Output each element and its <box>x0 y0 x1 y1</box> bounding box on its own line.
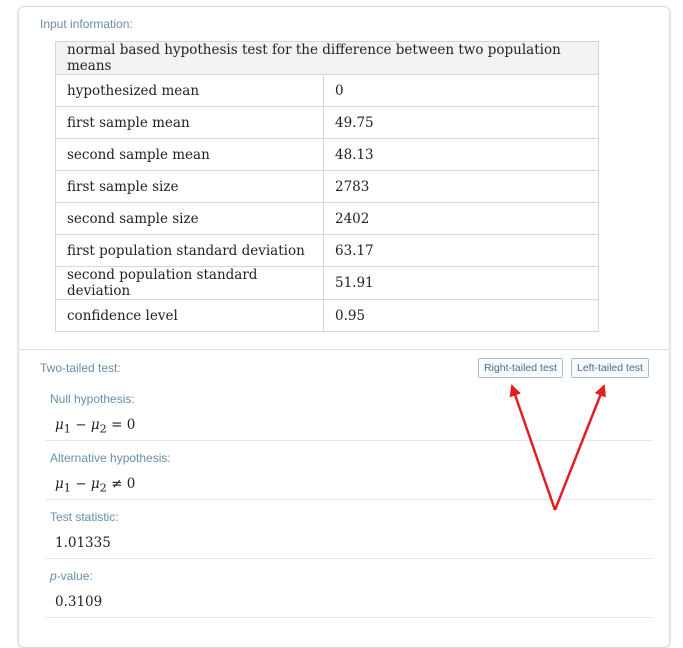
table-row: first population standard deviation 63.1… <box>55 234 599 267</box>
test-statistic-title: Test statistic: <box>50 510 119 524</box>
subscript-2: 2 <box>99 422 107 436</box>
row-value: 48.13 <box>323 138 599 171</box>
subscript-2: 2 <box>99 481 107 495</box>
alternative-relation: ≠ 0 <box>111 476 136 492</box>
separator <box>45 558 653 559</box>
separator <box>45 440 653 441</box>
test-statistic-value: 1.01335 <box>55 535 111 551</box>
row-label: confidence level <box>55 299 324 332</box>
mu-symbol: μ <box>55 476 64 492</box>
alternative-hypothesis-title: Alternative hypothesis: <box>50 451 171 465</box>
subscript-1: 1 <box>63 481 71 495</box>
input-table-header-row: normal based hypothesis test for the dif… <box>55 41 599 75</box>
table-row: hypothesized mean 0 <box>55 74 599 107</box>
row-value: 2402 <box>323 202 599 235</box>
right-tailed-test-button[interactable]: Right-tailed test <box>478 358 563 378</box>
row-label: first sample size <box>55 170 324 203</box>
mu-symbol: μ <box>55 417 64 433</box>
table-row: first sample mean 49.75 <box>55 106 599 139</box>
table-row: second sample mean 48.13 <box>55 138 599 171</box>
row-value: 0.95 <box>323 299 599 332</box>
minus-sign: − <box>75 476 87 492</box>
input-table: normal based hypothesis test for the dif… <box>55 41 599 332</box>
null-hypothesis-title: Null hypothesis: <box>50 392 135 406</box>
row-label: second population standard deviation <box>55 266 324 300</box>
separator <box>45 499 653 500</box>
mu-symbol: μ <box>90 476 100 492</box>
row-value: 2783 <box>323 170 599 203</box>
null-hypothesis-formula: μ1 − μ2 = 0 <box>55 417 135 436</box>
input-information-title: Input information: <box>40 17 133 31</box>
p-value: 0.3109 <box>55 594 103 610</box>
row-label: first sample mean <box>55 106 324 139</box>
table-row: second population standard deviation 51.… <box>55 266 599 300</box>
table-row: second sample size 2402 <box>55 202 599 235</box>
row-label: hypothesized mean <box>55 74 324 107</box>
row-value: 0 <box>323 74 599 107</box>
row-label: second sample mean <box>55 138 324 171</box>
row-label: first population standard deviation <box>55 234 324 267</box>
table-row: first sample size 2783 <box>55 170 599 203</box>
subscript-1: 1 <box>63 422 71 436</box>
table-row: confidence level 0.95 <box>55 299 599 332</box>
two-tailed-test-title: Two-tailed test: <box>40 361 121 375</box>
result-card: Input information: normal based hypothes… <box>18 6 670 648</box>
alternative-hypothesis-formula: μ1 − μ2 ≠ 0 <box>55 476 135 495</box>
row-value: 49.75 <box>323 106 599 139</box>
mu-symbol: μ <box>90 417 100 433</box>
p-value-title-rest: -value: <box>56 569 93 583</box>
input-table-header: normal based hypothesis test for the dif… <box>55 41 599 75</box>
row-value: 51.91 <box>323 266 599 300</box>
p-value-title: p-value: <box>50 569 93 583</box>
row-label: second sample size <box>55 202 324 235</box>
p-italic: p <box>50 569 57 583</box>
minus-sign: − <box>75 417 87 433</box>
section-divider <box>19 349 669 350</box>
row-value: 63.17 <box>323 234 599 267</box>
null-relation: = 0 <box>111 417 136 433</box>
left-tailed-test-button[interactable]: Left-tailed test <box>571 358 649 378</box>
